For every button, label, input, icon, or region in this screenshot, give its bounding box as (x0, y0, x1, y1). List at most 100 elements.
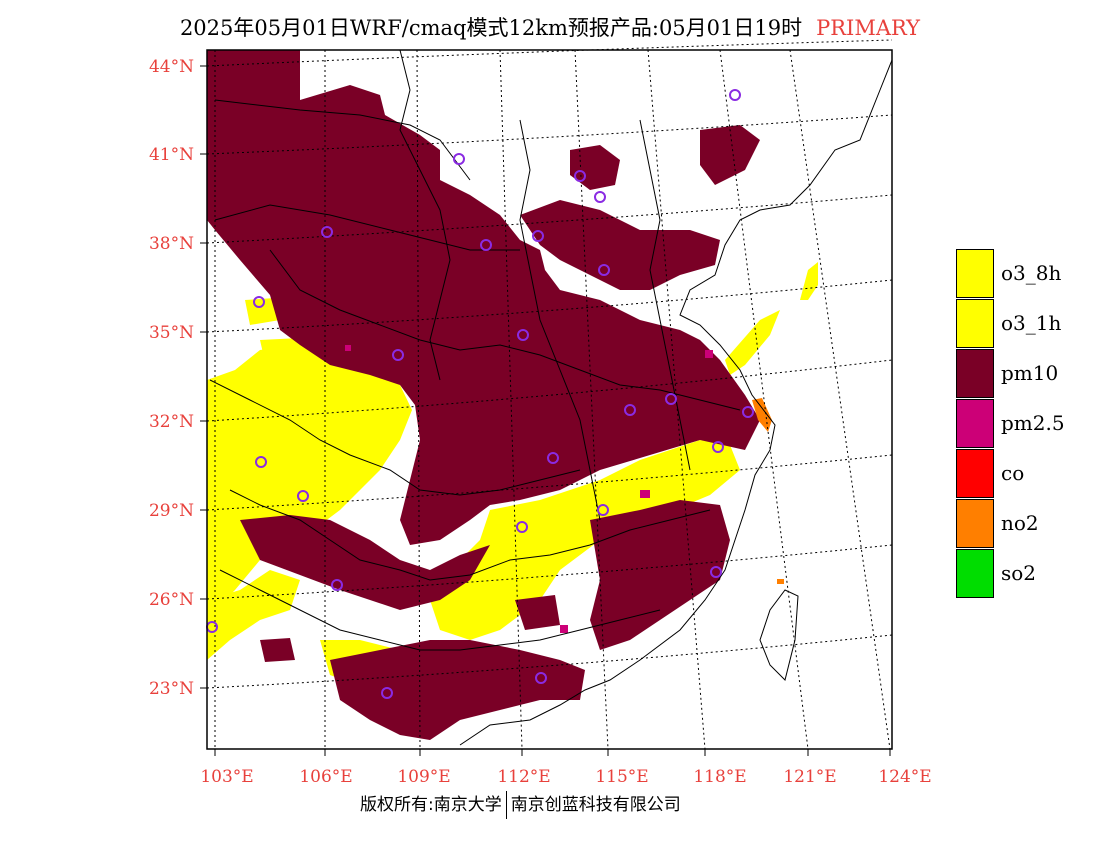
lat-label: 32°N (149, 412, 194, 432)
coastline (459, 59, 893, 746)
axis-ticks (200, 65, 891, 756)
legend-swatch (956, 249, 994, 298)
lon-label: 115°E (595, 767, 648, 787)
lon-label: 106°E (299, 767, 352, 787)
province-border-2 (214, 204, 520, 251)
station-markers (206, 89, 754, 699)
legend-item-o3-8h: o3_8h (956, 249, 1096, 299)
station-marker (742, 406, 754, 418)
station-marker (381, 687, 393, 699)
lon-label: 124°E (878, 767, 931, 787)
copyright-separator (505, 791, 507, 819)
station-marker (597, 504, 609, 516)
copyright-footer: 版权所有:南京大学 南京创蓝科技有限公司 (360, 790, 681, 819)
lat-label: 23°N (149, 679, 194, 699)
pm10-region-speckle-3 (260, 638, 295, 662)
lat-label: 38°N (149, 234, 194, 254)
legend-swatch (956, 449, 994, 498)
province-border-1 (214, 99, 471, 181)
legend-item-co: co (956, 449, 1096, 499)
province-border-3 (269, 249, 741, 411)
station-marker (453, 153, 465, 165)
lat-label: 41°N (149, 145, 194, 165)
lon-label: 109°E (397, 767, 450, 787)
meridian-115 (574, 49, 609, 750)
legend-item-no2: no2 (956, 499, 1096, 549)
pm10-region-speckle-2 (620, 565, 655, 595)
lon-label: 103°E (200, 767, 253, 787)
lat-label: 26°N (149, 590, 194, 610)
province-border-4 (209, 379, 581, 496)
legend-label: pm2.5 (1001, 411, 1065, 435)
longitude-labels: 103°E 106°E 109°E 112°E 115°E 118°E 121°… (200, 767, 931, 787)
legend-label: o3_8h (1001, 261, 1062, 285)
no2-region-taiwan-strait (777, 579, 784, 584)
boundaries (209, 49, 893, 746)
station-marker (517, 329, 529, 341)
pm10-layer (207, 50, 760, 740)
legend-swatch (956, 299, 994, 348)
station-marker (532, 230, 544, 242)
pm25-spot-4 (345, 345, 351, 351)
station-marker (624, 404, 636, 416)
province-border-7 (399, 49, 451, 381)
pm10-region-southwest (240, 515, 490, 610)
pm10-region-hebei (520, 200, 720, 290)
station-marker (710, 566, 722, 578)
pm10-region-beijing (570, 145, 620, 190)
station-marker (729, 89, 741, 101)
o3-region-south-west (207, 570, 300, 660)
latitude-labels: 44°N 41°N 38°N 35°N 32°N 29°N 26°N 23°N (149, 57, 194, 699)
primary-tag: PRIMARY (816, 16, 921, 40)
station-marker (392, 349, 404, 361)
province-border-8 (519, 119, 601, 521)
meridian-112 (499, 49, 523, 750)
title-text: 2025年05月01日WRF/cmaq模式12km预报产品:05月01日19时 (179, 16, 803, 40)
station-marker (594, 191, 606, 203)
lon-label: 118°E (693, 767, 746, 787)
copyright-right: 南京创蓝科技有限公司 (510, 795, 681, 815)
station-marker (516, 521, 528, 533)
province-border-9 (639, 119, 691, 471)
station-marker (574, 170, 586, 182)
parallel-32 (206, 359, 893, 422)
legend-item-so2: so2 (956, 549, 1096, 599)
station-marker (321, 226, 333, 238)
pm25-spot-3 (560, 625, 568, 633)
pm10-region-south (330, 640, 585, 740)
lat-label: 44°N (149, 57, 194, 77)
legend-label: o3_1h (1001, 311, 1062, 335)
legend-label: co (1001, 461, 1025, 485)
legend-label: so2 (1001, 561, 1037, 585)
o3-region-hunan (430, 440, 740, 640)
o3-region-small-1 (260, 338, 305, 362)
pm10-region-southeast (590, 500, 730, 650)
lon-label: 112°E (497, 767, 550, 787)
station-marker (255, 456, 267, 468)
o3-region-shandong-east (800, 262, 818, 300)
station-marker (598, 264, 610, 276)
legend-swatch (956, 349, 994, 398)
lon-label: 121°E (783, 767, 836, 787)
pm25-layer (345, 345, 713, 633)
legend-swatch (956, 399, 994, 448)
station-marker (253, 296, 265, 308)
pm25-spot-2 (640, 490, 650, 498)
copyright-left: 版权所有:南京大学 (360, 795, 502, 815)
o3-region-coast-north (725, 310, 780, 375)
station-marker (712, 441, 724, 453)
taiwan-island (759, 589, 799, 681)
legend-label: pm10 (1001, 361, 1059, 385)
station-marker (535, 672, 547, 684)
lat-label: 35°N (149, 323, 194, 343)
legend-label: no2 (1001, 511, 1039, 535)
pm10-region-liaoning (700, 125, 760, 185)
lat-label: 29°N (149, 501, 194, 521)
meridian-109 (416, 49, 421, 750)
legend-swatch (956, 549, 994, 598)
map-title: 2025年05月01日WRF/cmaq模式12km预报产品:05月01日19时 P… (0, 12, 1100, 42)
legend-item-o3-1h: o3_1h (956, 299, 1096, 349)
station-marker (480, 239, 492, 251)
province-border-6 (219, 569, 661, 651)
